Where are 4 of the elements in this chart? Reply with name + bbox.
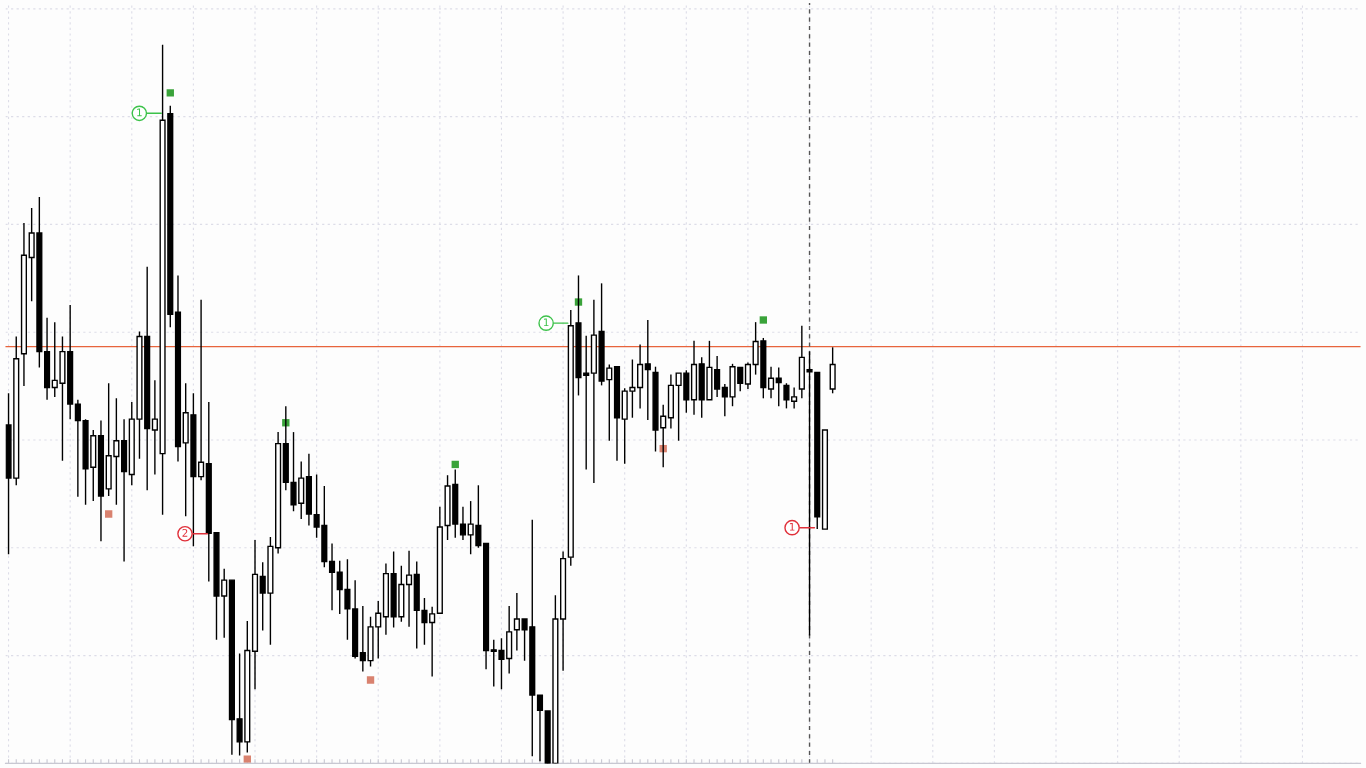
annotation: 1 <box>543 318 549 327</box>
annotation: 1 <box>137 108 142 117</box>
annotation: 2 <box>182 528 188 537</box>
annotation: 1 <box>789 522 795 531</box>
